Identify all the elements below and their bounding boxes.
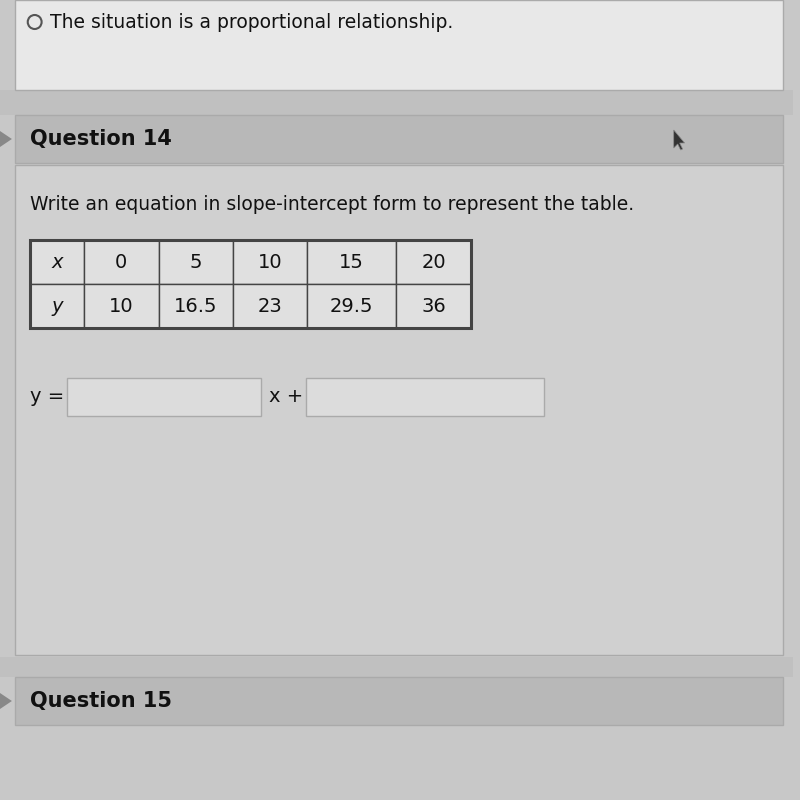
- Bar: [30, 240, 84, 284]
- Text: y =: y =: [30, 387, 64, 406]
- Text: 5: 5: [190, 253, 202, 271]
- Bar: [30, 284, 84, 328]
- Text: y: y: [51, 297, 62, 315]
- Text: 36: 36: [421, 297, 446, 315]
- Bar: [15, 115, 782, 163]
- Bar: [67, 378, 261, 416]
- Polygon shape: [0, 693, 12, 709]
- Bar: [84, 284, 158, 328]
- Text: 10: 10: [258, 253, 282, 271]
- Bar: [307, 240, 396, 284]
- Text: 10: 10: [109, 297, 134, 315]
- Bar: [15, 165, 782, 655]
- Text: 16.5: 16.5: [174, 297, 218, 315]
- Text: Question 15: Question 15: [30, 691, 172, 711]
- Text: 20: 20: [421, 253, 446, 271]
- Text: Question 14: Question 14: [30, 129, 171, 149]
- Text: 0: 0: [115, 253, 127, 271]
- Text: 23: 23: [258, 297, 282, 315]
- Bar: [307, 284, 396, 328]
- Bar: [15, 0, 782, 90]
- Bar: [158, 284, 233, 328]
- Bar: [30, 240, 470, 328]
- Bar: [15, 677, 782, 725]
- Bar: [233, 284, 307, 328]
- Polygon shape: [0, 131, 12, 147]
- Text: x +: x +: [269, 387, 302, 406]
- Bar: [396, 240, 470, 284]
- Bar: [0, 90, 793, 115]
- Polygon shape: [674, 130, 685, 150]
- Bar: [84, 240, 158, 284]
- Bar: [396, 284, 470, 328]
- Text: 29.5: 29.5: [330, 297, 374, 315]
- Bar: [306, 378, 544, 416]
- Bar: [158, 240, 233, 284]
- Bar: [0, 657, 793, 677]
- Text: x: x: [51, 253, 62, 271]
- Text: 15: 15: [339, 253, 364, 271]
- Text: The situation is a proportional relationship.: The situation is a proportional relation…: [50, 13, 453, 31]
- Text: Write an equation in slope-intercept form to represent the table.: Write an equation in slope-intercept for…: [30, 195, 634, 214]
- Bar: [233, 240, 307, 284]
